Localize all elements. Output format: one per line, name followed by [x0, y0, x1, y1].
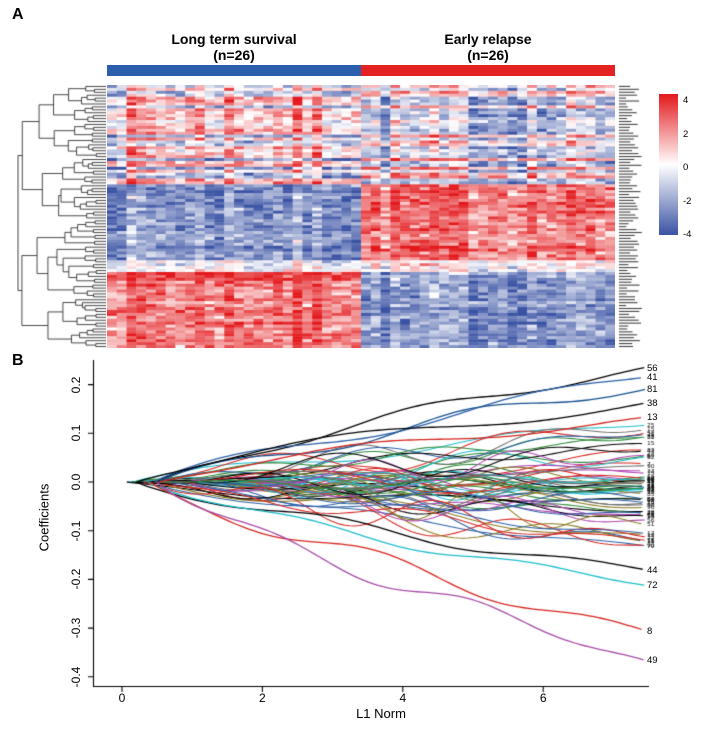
lasso-curve-label: 13	[647, 412, 658, 424]
lasso-curve-label: 8	[647, 625, 653, 637]
heatmap-colorbar	[659, 94, 678, 235]
group-left-header: Long term survival (n=26)	[107, 31, 361, 63]
lasso-curve-label: 56	[647, 362, 658, 374]
colorbar-tick-label: 2	[683, 128, 689, 140]
lasso-curve-label: 72	[647, 580, 658, 592]
y-axis-tick-label: 0.1	[69, 424, 83, 442]
y-axis-tick-label: -0.3	[69, 617, 83, 639]
row-dendrogram	[17, 85, 106, 348]
x-axis-tick-label: 6	[539, 691, 547, 705]
x-axis-tick-label: 0	[118, 691, 126, 705]
colorbar-tick-label: 0	[683, 162, 689, 173]
group-right-header: Early relapse (n=26)	[361, 31, 615, 63]
y-axis-tick-label: 0.2	[69, 376, 83, 393]
gene-row-labels	[618, 85, 646, 348]
y-axis-title: Coefficients	[36, 483, 52, 552]
x-axis-title: L1 Norm	[356, 706, 406, 721]
colorbar-tick-label: 4	[683, 95, 689, 106]
x-axis-tick-label: 2	[259, 691, 266, 705]
lasso-curve-label: 44	[647, 564, 658, 576]
group-left-annotation-bar	[107, 65, 361, 76]
colorbar-tick-label: -2	[683, 195, 692, 207]
group-left-subtitle: (n=26)	[213, 47, 255, 64]
y-axis-tick-label: -0.2	[69, 569, 83, 590]
panel-a-label: A	[12, 6, 24, 23]
group-right-annotation-bar	[361, 65, 615, 76]
panel-b-label: B	[12, 352, 24, 369]
y-axis-tick-label: 0.0	[69, 473, 83, 491]
group-left-title: Long term survival	[171, 31, 297, 47]
x-axis-tick-label: 4	[399, 691, 407, 705]
lasso-curve-label: 81	[647, 384, 658, 396]
lasso-coefficient-plot	[85, 344, 660, 700]
lasso-curve-label: 49	[647, 655, 658, 667]
group-right-subtitle: (n=26)	[467, 47, 509, 64]
y-axis-tick-label: -0.1	[69, 520, 83, 542]
lasso-curve-label: 41	[647, 372, 658, 384]
colorbar-tick-label: -4	[683, 229, 692, 240]
y-axis-tick-label: -0.4	[69, 666, 83, 688]
expression-heatmap	[107, 85, 615, 348]
lasso-curve-label: 38	[647, 398, 658, 410]
group-right-title: Early relapse	[444, 31, 532, 47]
